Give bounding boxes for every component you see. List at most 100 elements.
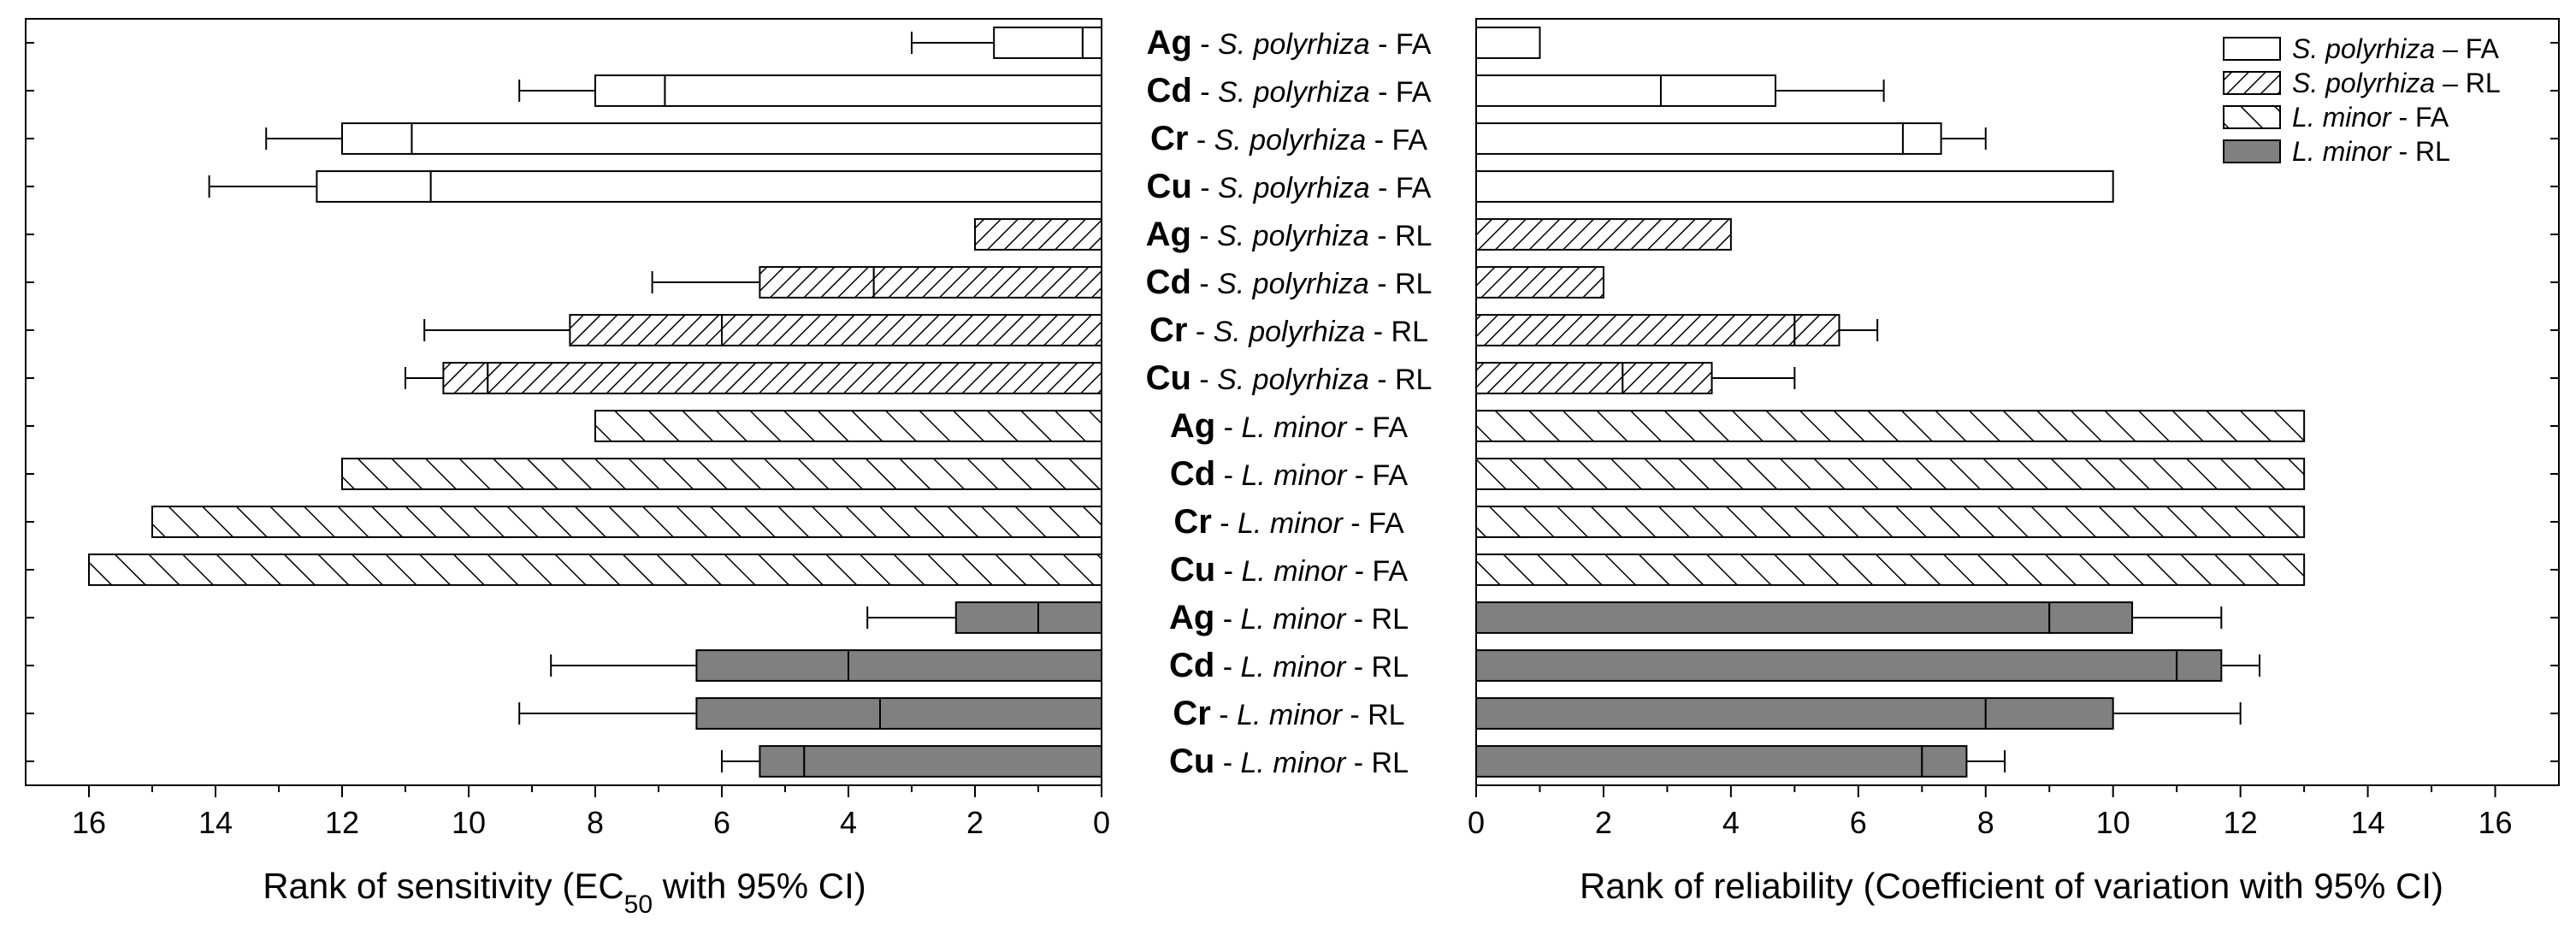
right-x-tick-label: 14 xyxy=(2351,805,2385,840)
legend-swatch xyxy=(2223,37,2281,61)
right-bar xyxy=(1475,553,2306,586)
left-bar xyxy=(88,553,1102,586)
left-x-tick-label: 16 xyxy=(72,805,106,840)
row-label: Cu - S. polyrhiza - RL xyxy=(1146,359,1433,397)
legend-label: L. minor - FA xyxy=(2292,102,2449,133)
right-bar xyxy=(1475,218,1732,251)
right-bar xyxy=(1475,458,2306,490)
right-ci-box xyxy=(1622,362,1713,394)
left-bar xyxy=(151,506,1102,538)
left-x-tick-label: 8 xyxy=(587,805,604,840)
right-bar xyxy=(1475,314,1796,346)
reliability-panel: 0 2 4 6 8 10 12 14 16 xyxy=(1468,18,2560,840)
legend: S. polyrhiza – FA S. polyrhiza – RL L. min… xyxy=(2223,33,2501,167)
right-x-tick-label: 6 xyxy=(1850,805,1867,840)
sensitivity-panel: 0 2 4 6 8 10 12 14 16 xyxy=(25,18,1110,840)
right-bar xyxy=(1475,601,2051,634)
row-label: Cu - L. minor - FA xyxy=(1170,551,1408,589)
right-x-tick-label: 16 xyxy=(2479,805,2513,840)
left-ci-box xyxy=(993,27,1084,59)
left-ci-box xyxy=(695,649,850,682)
row-label: Cd - S. polyrhiza - RL xyxy=(1146,263,1433,301)
right-bar xyxy=(1475,697,1987,730)
left-ci-box xyxy=(341,122,413,155)
left-bar xyxy=(664,74,1103,107)
legend-label: S. polyrhiza – FA xyxy=(2292,33,2500,64)
right-x-tick-label: 4 xyxy=(1722,805,1740,840)
left-ci-box xyxy=(759,745,806,778)
left-x-tick-label: 0 xyxy=(1093,805,1110,840)
right-plot-frame xyxy=(1475,18,2560,786)
right-ci-box xyxy=(2048,601,2134,634)
row-label: Cr - S. polyrhiza - FA xyxy=(1150,120,1427,157)
right-x-axis-title: Rank of reliability (Coefficient of vari… xyxy=(1580,866,2443,906)
left-plot-frame xyxy=(25,18,1102,786)
row-label: Cd - S. polyrhiza - FA xyxy=(1147,72,1432,109)
right-bar xyxy=(1475,27,1541,59)
row-label: Cr - L. minor - FA xyxy=(1173,503,1404,541)
right-bar xyxy=(1475,170,2114,203)
left-bar xyxy=(429,170,1103,203)
row-labels: Ag - S. polyrhiza - FA Cd - S. polyrhiza … xyxy=(1146,24,1433,780)
right-ci-box xyxy=(1901,122,1942,155)
left-x-tick-label: 12 xyxy=(325,805,359,840)
row-label: Ag - S. polyrhiza - RL xyxy=(1146,216,1433,253)
right-x-tick-label: 12 xyxy=(2224,805,2258,840)
right-bar xyxy=(1475,74,1662,107)
left-ci-box xyxy=(695,697,882,730)
left-bar xyxy=(1081,27,1103,59)
left-bar xyxy=(872,266,1102,299)
left-x-axis-title: Rank of sensitivity (EC50 with 95% CI) xyxy=(263,866,866,919)
legend-label: L. minor - RL xyxy=(2292,136,2450,167)
left-bar xyxy=(1037,601,1102,634)
left-bar xyxy=(879,697,1102,730)
left-x-tick-label: 14 xyxy=(198,805,233,840)
left-ci-box xyxy=(594,74,666,107)
row-label: Cr - S. polyrhiza - RL xyxy=(1149,311,1428,349)
left-bar xyxy=(411,122,1102,155)
row-label: Cr - L. minor - RL xyxy=(1173,695,1404,732)
right-bar xyxy=(1475,362,1624,394)
right-x-tick-label: 10 xyxy=(2096,805,2130,840)
right-bar xyxy=(1475,122,1904,155)
right-bar xyxy=(1475,266,1604,299)
left-bar xyxy=(341,458,1102,490)
left-ci-box xyxy=(442,362,489,394)
left-ci-box xyxy=(954,601,1040,634)
left-bar xyxy=(721,314,1102,346)
right-x-tick-label: 8 xyxy=(1977,805,1994,840)
row-label: Cd - L. minor - RL xyxy=(1169,647,1409,684)
legend-swatch xyxy=(2223,105,2281,129)
right-bar xyxy=(1475,410,2306,442)
right-ci-box xyxy=(1984,697,2114,730)
left-x-tick-label: 10 xyxy=(452,805,486,840)
left-bar xyxy=(594,410,1102,442)
row-label: Ag - S. polyrhiza - FA xyxy=(1147,24,1432,62)
right-bar xyxy=(1475,649,2178,682)
right-ci-box xyxy=(1921,745,1968,778)
row-label: Ag - L. minor - FA xyxy=(1170,407,1408,445)
legend-label: S. polyrhiza – RL xyxy=(2292,68,2501,98)
right-ci-box xyxy=(2176,649,2223,682)
left-x-tick-label: 4 xyxy=(840,805,857,840)
right-x-tick-label: 0 xyxy=(1468,805,1485,840)
right-ci-box xyxy=(1793,314,1840,346)
legend-swatch xyxy=(2223,139,2281,163)
left-x-tick-label: 6 xyxy=(713,805,730,840)
row-label: Cu - L. minor - RL xyxy=(1169,743,1409,780)
legend-swatch xyxy=(2223,71,2281,95)
row-label: Cd - L. minor - FA xyxy=(1170,455,1408,493)
right-bar xyxy=(1475,745,1923,778)
row-label: Cu - S. polyrhiza - FA xyxy=(1147,168,1432,205)
left-x-tick-label: 2 xyxy=(966,805,984,840)
right-ci-box xyxy=(1659,74,1777,107)
row-label: Ag - L. minor - RL xyxy=(1169,599,1409,636)
right-x-tick-label: 2 xyxy=(1595,805,1612,840)
left-bar xyxy=(487,362,1102,394)
right-bar xyxy=(1475,506,2306,538)
left-ci-box xyxy=(759,266,875,299)
left-ci-box xyxy=(569,314,724,346)
left-bar xyxy=(803,745,1102,778)
